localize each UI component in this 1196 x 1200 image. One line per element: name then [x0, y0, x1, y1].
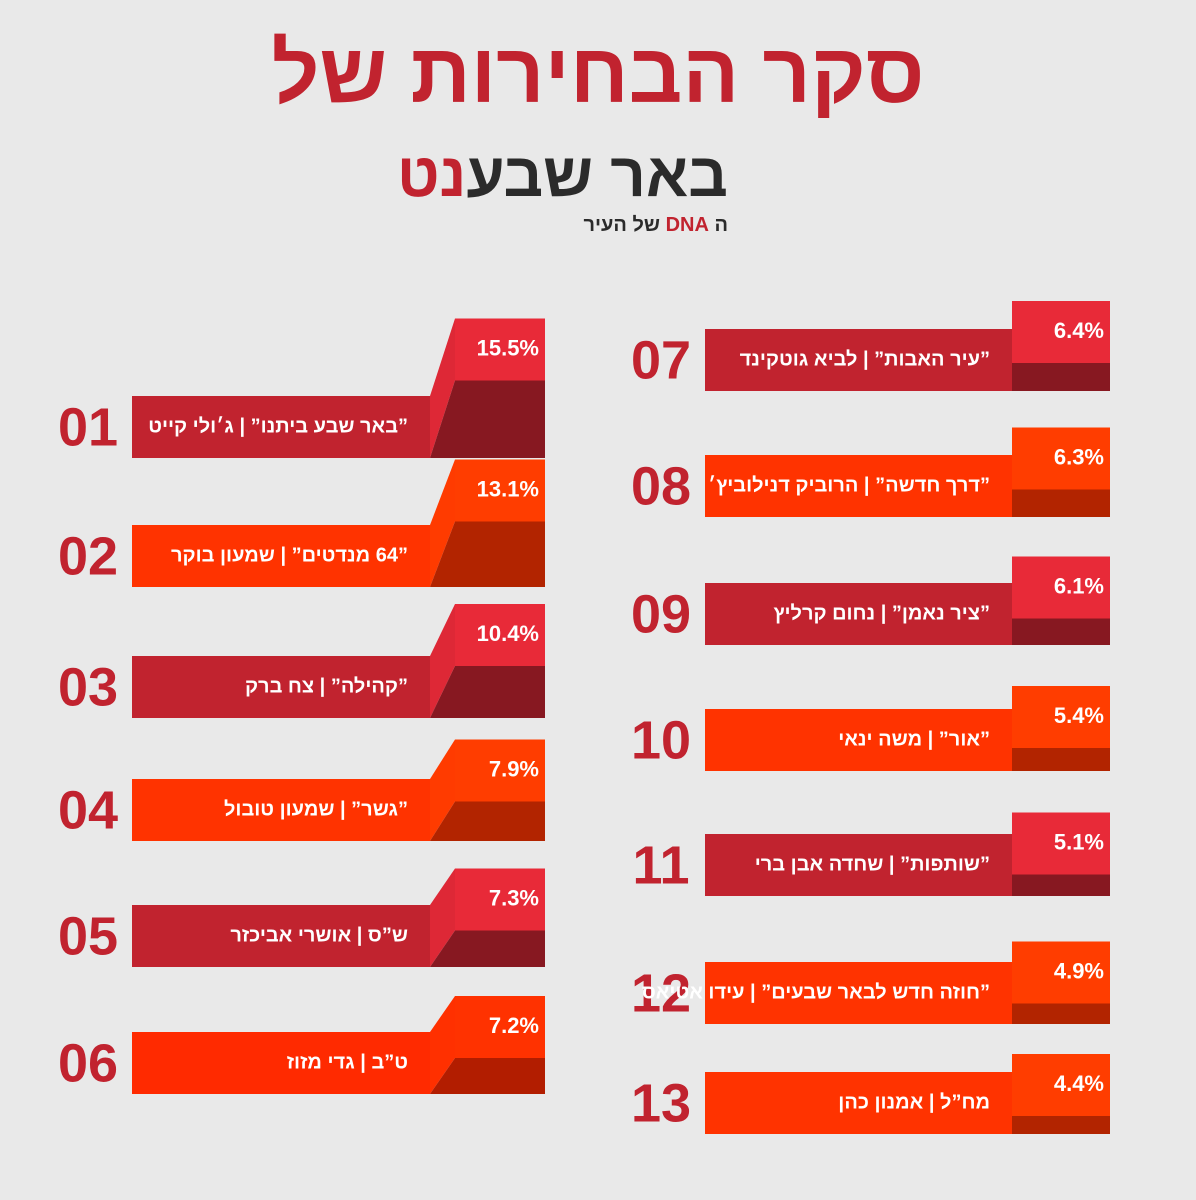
- tab-shadow: [1012, 1003, 1110, 1024]
- tagline-prefix: ה: [714, 214, 728, 236]
- value-label: 5.1%: [1054, 829, 1104, 854]
- ribbon: [705, 709, 1012, 771]
- category-label: ”דרך חדשה” | הרוביק דנילוביץ׳: [708, 474, 990, 496]
- value-label: 7.2%: [489, 1013, 539, 1038]
- ribbon: [132, 396, 430, 458]
- tagline-accent: DNA: [666, 214, 709, 236]
- ribbon: [705, 455, 1012, 517]
- tab-shadow: [430, 666, 545, 718]
- rank: 11: [632, 835, 689, 895]
- ribbon: [132, 905, 430, 967]
- tab-side: [430, 739, 455, 841]
- ribbon: [132, 525, 430, 587]
- bar: [1012, 556, 1110, 619]
- tab-side: [430, 459, 455, 587]
- logo: באר שבענט: [397, 141, 728, 210]
- category-label: ט”ב | גדי מזוז: [287, 1051, 408, 1073]
- tab-shadow: [1012, 618, 1110, 645]
- ribbon: [705, 329, 1012, 391]
- logo-name: באר שבע: [466, 141, 728, 210]
- bar: [455, 318, 545, 381]
- value-label: 15.5%: [477, 335, 539, 360]
- bar: [455, 739, 545, 802]
- value-label: 6.1%: [1054, 573, 1104, 598]
- logo-accent: נט: [397, 141, 466, 210]
- bar: [1012, 686, 1110, 748]
- tab-shadow: [430, 380, 545, 458]
- category-label: ”קהילה” | צח ברק: [245, 675, 408, 697]
- tab-shadow: [430, 930, 545, 967]
- rank: 02: [58, 526, 118, 586]
- rank: 07: [631, 330, 691, 390]
- value-label: 7.9%: [489, 756, 539, 781]
- ribbon: [705, 583, 1012, 645]
- tab-shadow: [1012, 874, 1110, 896]
- value-label: 4.9%: [1054, 958, 1104, 983]
- rank: 13: [631, 1073, 691, 1133]
- category-label: ”גשר” | שמעון טובול: [224, 798, 408, 820]
- bar: [1012, 941, 1110, 1004]
- value-label: 6.3%: [1054, 444, 1104, 469]
- tab-side: [430, 996, 455, 1094]
- rank: 10: [631, 710, 691, 770]
- chart-title: סקר הבחירות של: [271, 26, 924, 120]
- category-label: ”ציר נאמן” | נחום קרליץ: [773, 602, 990, 624]
- ribbon: [705, 1072, 1012, 1134]
- rank: 04: [58, 780, 118, 840]
- bar: [455, 868, 545, 931]
- tab-shadow: [1012, 489, 1110, 517]
- category-label: ”64 מנדטים” | שמעון בוקר: [171, 544, 408, 566]
- rank: 01: [58, 397, 118, 457]
- bar: [455, 996, 545, 1058]
- value-label: 7.3%: [489, 885, 539, 910]
- ribbon: [132, 779, 430, 841]
- category-label: מח”ל | אמנון כהן: [838, 1091, 990, 1113]
- value-label: 13.1%: [477, 476, 539, 501]
- value-label: 10.4%: [477, 621, 539, 646]
- rank: 05: [58, 906, 118, 966]
- tab-shadow: [430, 1058, 545, 1094]
- tab-side: [430, 604, 455, 718]
- bar: [1012, 301, 1110, 363]
- rank: 08: [631, 456, 691, 516]
- value-label: 6.4%: [1054, 318, 1104, 343]
- bar: [455, 459, 545, 522]
- rank: 06: [58, 1033, 118, 1093]
- category-label: ”שותפות” | שחדה אבן ברי: [755, 853, 990, 875]
- value-label: 5.4%: [1054, 703, 1104, 728]
- tab-shadow: [430, 521, 545, 587]
- ribbon: [132, 656, 430, 718]
- bar: [1012, 812, 1110, 875]
- tab-shadow: [1012, 1116, 1110, 1134]
- tab-shadow: [1012, 363, 1110, 391]
- rank: 03: [58, 657, 118, 717]
- rank: 12: [631, 963, 691, 1023]
- ribbon: [132, 1032, 430, 1094]
- tagline-suffix: של העיר: [583, 214, 660, 236]
- category-label: ”חוזה חדש לבאר שבעים” | עידו אטיאס: [642, 981, 990, 1003]
- tab-side: [430, 318, 455, 458]
- value-label: 4.4%: [1054, 1071, 1104, 1096]
- rank: 09: [631, 584, 691, 644]
- bar: [1012, 1054, 1110, 1116]
- category-label: ”אור” | משה ינאי: [838, 728, 990, 750]
- logo-tagline: ה DNA של העיר: [583, 214, 728, 236]
- bar: [455, 604, 545, 666]
- category-label: ”עיר האבות” | לביא גוטקינד: [740, 348, 990, 370]
- category-label: ”באר שבע ביתנו” | ג׳ולי קייט: [148, 415, 408, 437]
- bar: [1012, 427, 1110, 490]
- tab-side: [430, 868, 455, 967]
- tab-shadow: [430, 801, 545, 841]
- category-label: ש”ס | אושרי אביכזר: [230, 924, 408, 946]
- ribbon: [705, 834, 1012, 896]
- ribbon: [705, 962, 1012, 1024]
- tab-shadow: [1012, 748, 1110, 771]
